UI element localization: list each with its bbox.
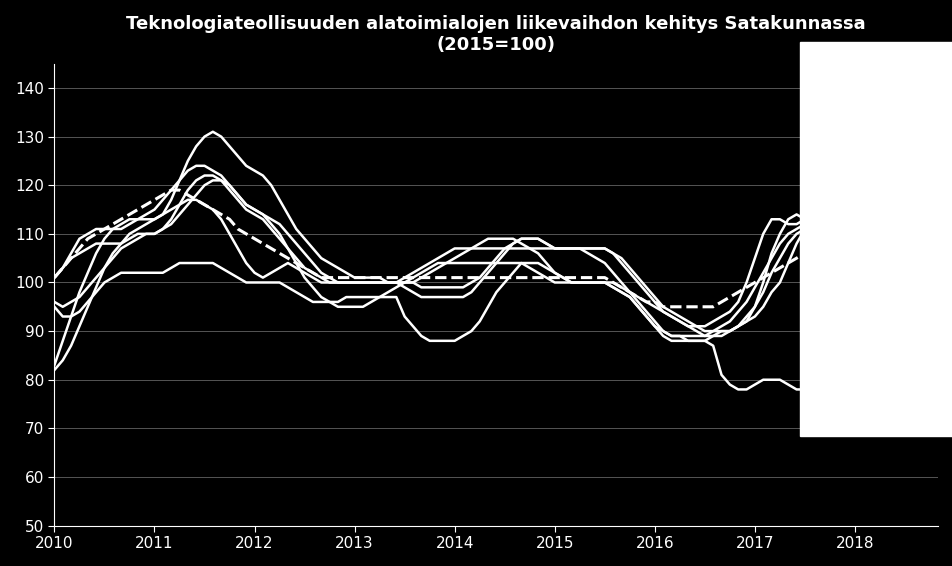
Title: Teknologiateollisuuden alatoimialojen liikevaihdon kehitys Satakunnassa
(2015=10: Teknologiateollisuuden alatoimialojen li… [127,15,865,54]
